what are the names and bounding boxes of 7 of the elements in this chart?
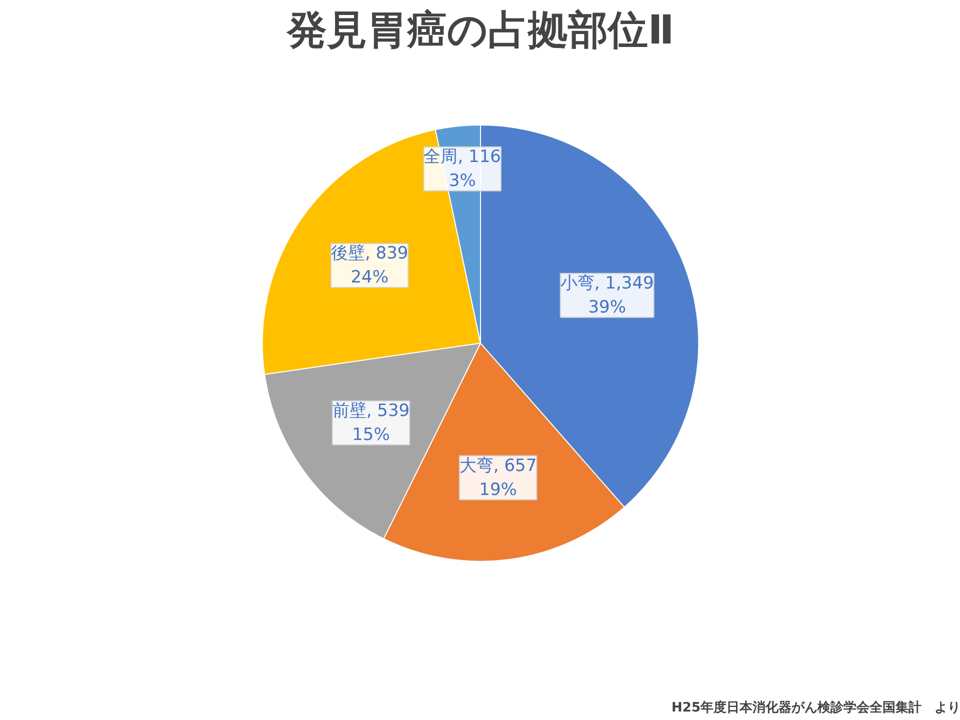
- slice-label: 前壁, 539 15%: [332, 400, 410, 445]
- chart-title: 発見胃癌の占拠部位Ⅱ: [286, 8, 674, 54]
- slice-label: 全周, 116 3%: [424, 146, 501, 191]
- slice-label: 大弯, 657 19%: [459, 456, 537, 500]
- slice-label: 小弯, 1,349 39%: [560, 273, 654, 318]
- text: H25年度日本消化器がん検診学会全国集計 より: [672, 700, 960, 716]
- slice-label: 後壁, 839 24%: [330, 243, 408, 288]
